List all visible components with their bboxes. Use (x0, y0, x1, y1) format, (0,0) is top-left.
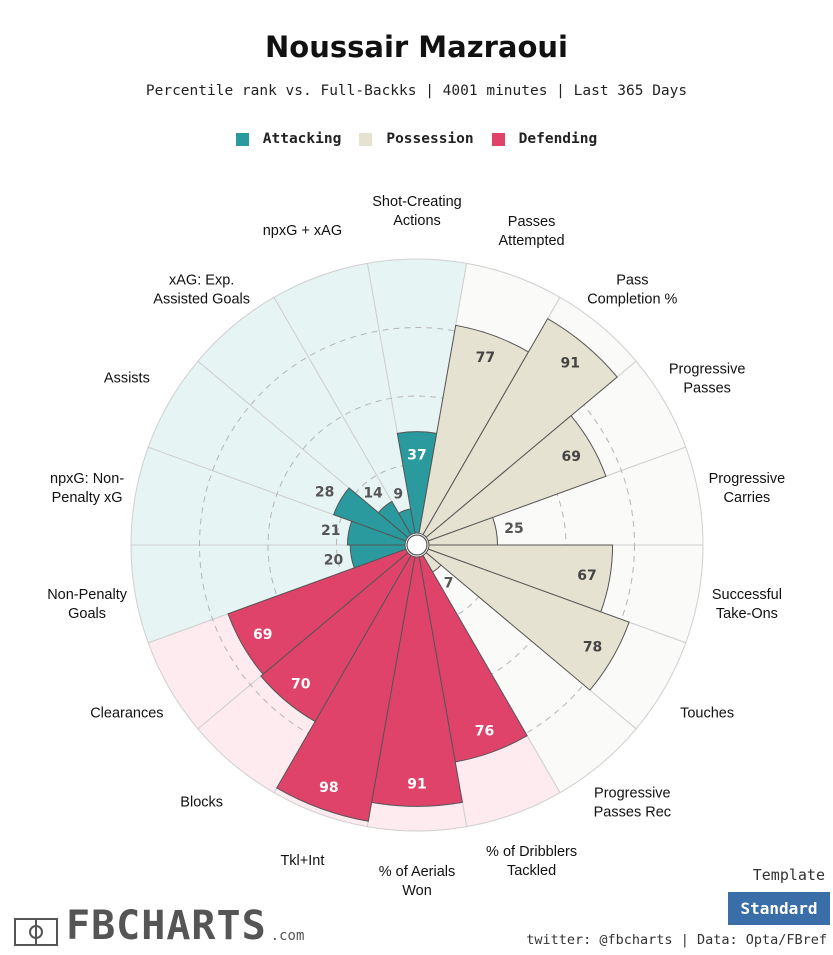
legend-item-defending: Defending (491, 131, 598, 147)
parameter-label: Non-Penalty Goals (47, 587, 128, 622)
value-label: 78 (583, 639, 602, 655)
legend-swatch-attacking (235, 132, 249, 146)
credit-text: twitter: @fbcharts | Data: Opta/FBref (526, 932, 827, 948)
chart-title: Noussair Mazraoui (265, 30, 568, 64)
legend-label-attacking: Attacking (262, 131, 342, 147)
parameter-label: xAG: Exp. Assisted Goals (153, 272, 250, 307)
parameter-label: Progressive Carries (709, 471, 786, 506)
value-bar (260, 552, 412, 723)
legend-label-possession: Possession (386, 131, 474, 147)
value-label: 25 (504, 521, 523, 537)
template-badge: Standard (728, 892, 830, 925)
value-label: 37 (407, 448, 426, 464)
value-label: 67 (577, 568, 596, 584)
parameter-label: Assists (104, 371, 150, 387)
parameter-label: Pass Completion % (587, 272, 677, 307)
value-label: 91 (407, 776, 426, 792)
logo-text: FBCHARTS (66, 903, 267, 949)
template-label: Template (752, 866, 825, 884)
parameter-label: npxG: Non-Penalty xG (50, 471, 124, 506)
value-bar (425, 415, 607, 542)
pitch-logo-icon (14, 918, 58, 946)
value-label: 28 (315, 485, 334, 501)
parameter-label: Touches (680, 706, 734, 722)
value-label: 20 (324, 553, 344, 569)
legend-label-defending: Defending (518, 131, 598, 147)
legend: Attacking Possession Defending (0, 131, 833, 147)
parameter-label: Blocks (180, 795, 223, 811)
value-bar (276, 554, 416, 822)
parameter-label: Successful Take-Ons (712, 587, 782, 622)
value-label: 21 (321, 523, 340, 539)
value-label: 14 (363, 486, 383, 502)
parameter-label: Shot-Creating Actions (372, 194, 461, 229)
parameter-label: npxG + xAG (263, 223, 342, 239)
value-label: 70 (291, 677, 311, 693)
legend-item-attacking: Attacking (235, 131, 342, 147)
legend-swatch-possession (359, 132, 373, 146)
chart-subtitle: Percentile rank vs. Full-Backks | 4001 m… (145, 83, 688, 99)
legend-swatch-defending (491, 132, 505, 146)
value-bar (422, 317, 618, 538)
value-label: 77 (476, 350, 495, 366)
value-bar (227, 548, 409, 675)
logo-suffix: .com (270, 928, 305, 944)
value-label: 98 (319, 780, 338, 796)
value-label: 69 (561, 449, 580, 465)
value-bar (425, 548, 630, 691)
value-bar (397, 508, 416, 536)
center-hole (406, 534, 428, 556)
parameter-label: Progressive Passes (669, 362, 746, 397)
parameter-label: % of Dribblers Tackled (486, 844, 577, 879)
legend-item-possession: Possession (359, 131, 474, 147)
value-label: 76 (475, 723, 494, 739)
fbcharts-logo: FBCHARTS .com (14, 906, 304, 946)
parameter-label: % of Aerials Won (379, 864, 456, 899)
value-label: 9 (393, 487, 403, 503)
parameter-label: Clearances (90, 706, 163, 722)
parameter-label: Passes Attempted (499, 214, 565, 249)
value-label: 7 (444, 576, 454, 592)
value-label: 91 (560, 355, 579, 371)
parameter-label: Tkl+Int (280, 853, 324, 869)
value-label: 69 (253, 627, 272, 643)
parameter-label: Progressive Passes Rec (594, 786, 671, 821)
